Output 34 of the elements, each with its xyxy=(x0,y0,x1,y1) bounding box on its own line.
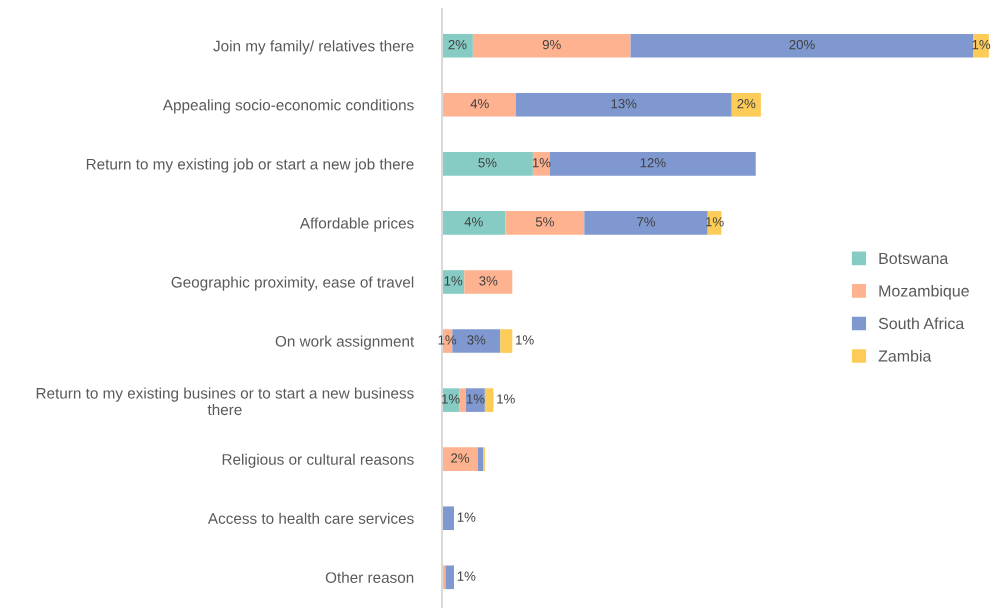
data-label: 9% xyxy=(542,39,561,50)
y-tick-label: On work assignment xyxy=(275,335,415,350)
y-tick-label: Return to my existing busines or to start a new business there xyxy=(36,387,414,416)
y-tick-label: Geographic proximity, ease of travel xyxy=(171,276,414,291)
data-label: 2% xyxy=(737,99,756,109)
legend-label: Mozambique xyxy=(879,284,969,300)
data-label: 1% xyxy=(457,571,476,581)
data-label: 2% xyxy=(448,39,467,50)
data-label: 1% xyxy=(444,276,463,286)
data-label: 1% xyxy=(466,394,485,404)
y-tick-label: Return to my existing job or start a new job there xyxy=(86,158,414,173)
legend-label: Botswana xyxy=(879,252,949,265)
data-label: 5% xyxy=(478,158,497,168)
data-label: 20% xyxy=(789,39,815,50)
data-label: 13% xyxy=(611,99,637,109)
data-label: 4% xyxy=(464,217,483,227)
y-tick-label: Other reason xyxy=(325,571,414,583)
data-label: 1% xyxy=(457,512,476,522)
data-label: 1% xyxy=(516,335,534,345)
y-tick-label: Access to health care services xyxy=(207,512,414,524)
data-label: 3% xyxy=(467,335,486,345)
legend-label: South Africa xyxy=(878,317,965,330)
data-label: 3% xyxy=(479,276,498,286)
y-tick-label: Affordable prices xyxy=(299,217,414,232)
data-label: 7% xyxy=(637,217,656,227)
y-tick-label: Religious or cultural reasons xyxy=(222,453,414,468)
data-label: 2% xyxy=(451,453,470,463)
y-tick-label: Join my family/ relatives there xyxy=(213,40,414,55)
data-label: 4% xyxy=(470,99,489,109)
legend-label: Zambia xyxy=(878,349,932,362)
y-tick-label: Appealing socio-economic conditions xyxy=(162,99,414,114)
data-label: 5% xyxy=(535,217,554,227)
data-label: 12% xyxy=(640,158,666,168)
data-label: 1% xyxy=(497,394,515,404)
